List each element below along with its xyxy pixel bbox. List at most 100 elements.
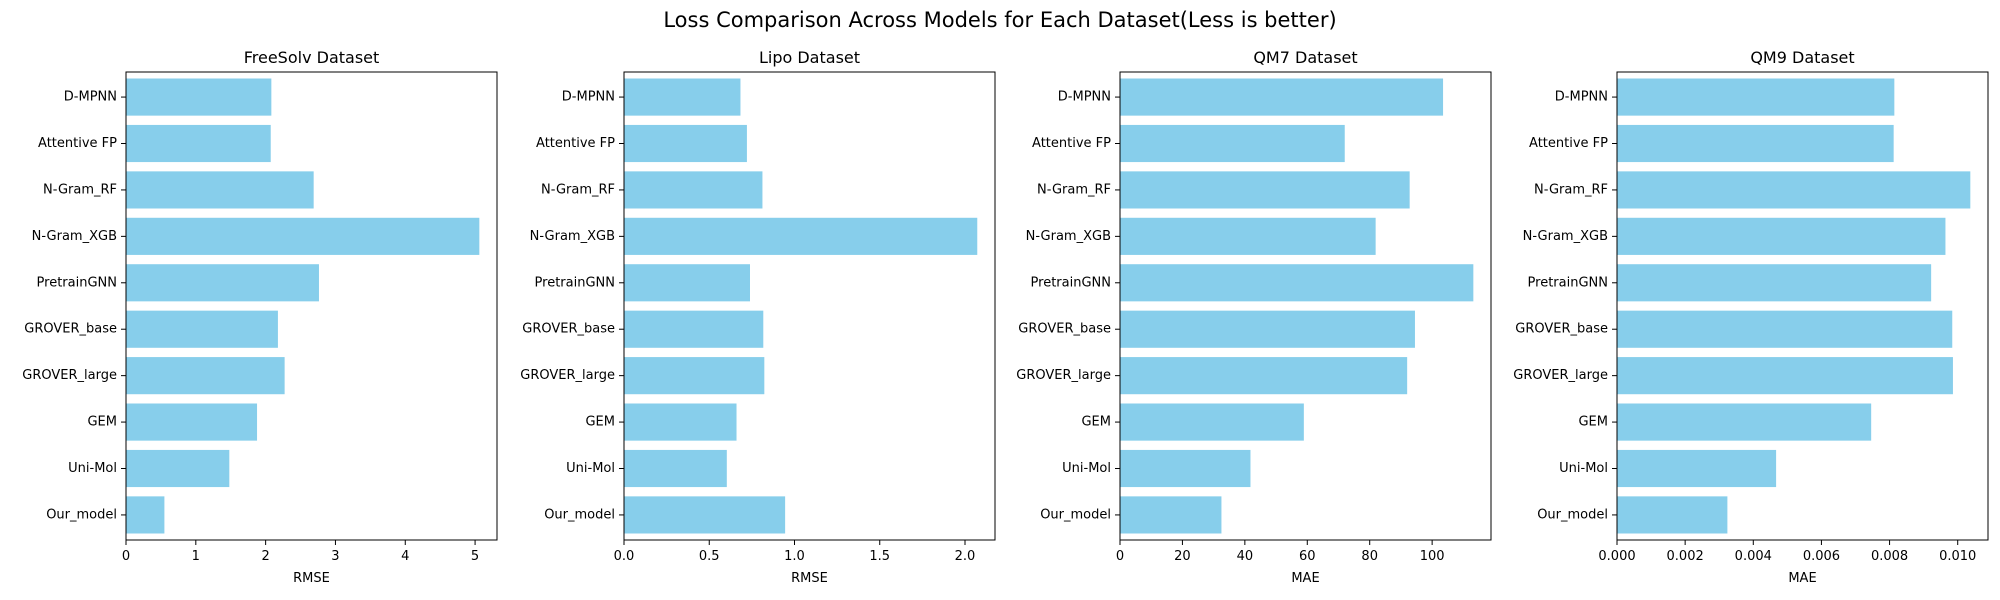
y-tick-label: N-Gram_RF — [541, 182, 615, 197]
y-tick-label: Our_model — [1040, 507, 1111, 522]
bar-n-gram-xgb — [1120, 217, 1376, 255]
bar-d-mpnn — [1617, 78, 1895, 116]
y-tick-label: Our_model — [46, 507, 117, 522]
y-tick-label: N-Gram_XGB — [1026, 229, 1111, 244]
y-tick-label: D-MPNN — [1555, 90, 1608, 105]
x-tick-label: 2.0 — [955, 549, 976, 564]
bar-attentive-fp — [624, 124, 747, 163]
x-tick-label: 60 — [1299, 549, 1316, 564]
chart-panel-2: D-MPNN Attentive FP N-Gram_RF N-Gram_XGB Pre… — [520, 48, 996, 586]
bar-pretraingnn — [1617, 264, 1932, 302]
bar-attentive-fp — [1120, 124, 1345, 163]
bar-gem — [1120, 403, 1304, 441]
bar-d-mpnn — [1120, 78, 1444, 116]
y-tick-label: N-Gram_RF — [1534, 182, 1608, 197]
bar-pretraingnn — [1120, 264, 1474, 302]
x-axis-label: RMSE — [293, 571, 330, 586]
x-tick-label: 0.000 — [1598, 549, 1635, 564]
y-tick-label: GROVER_large — [1016, 368, 1111, 383]
bar-grover-large — [126, 357, 285, 395]
y-tick-label: Attentive FP — [38, 136, 117, 151]
figure-title: Loss Comparison Across Models for Each D… — [663, 8, 1337, 32]
y-tick-label: N-Gram_XGB — [1523, 229, 1608, 244]
chart-panel-1: D-MPNN Attentive FP N-Gram_RF N-Gram_XGB Pre… — [22, 48, 498, 586]
y-tick-label: D-MPNN — [1058, 90, 1111, 105]
bar-uni-mol — [1120, 449, 1251, 488]
bar-attentive-fp — [126, 124, 271, 163]
bar-gem — [1617, 403, 1872, 441]
x-tick-label: 0.5 — [699, 549, 720, 564]
x-axis-label: RMSE — [791, 571, 828, 586]
bar-gem — [624, 403, 737, 441]
chart-title: Lipo Dataset — [759, 48, 860, 67]
y-tick-label: GROVER_base — [24, 322, 117, 337]
bar-our-model — [624, 496, 786, 534]
y-tick-label: Uni-Mol — [1062, 461, 1111, 476]
x-tick-label: 0 — [122, 549, 130, 564]
chart-panel-4: D-MPNN Attentive FP N-Gram_RF N-Gram_XGB Pre… — [1513, 48, 1989, 586]
bar-our-model — [1617, 496, 1728, 534]
bar-pretraingnn — [624, 264, 750, 302]
y-tick-label: GROVER_large — [520, 368, 615, 383]
y-tick-label: PretrainGNN — [1031, 275, 1111, 290]
y-tick-label: GROVER_base — [522, 322, 615, 337]
y-tick-label: Uni-Mol — [1559, 461, 1608, 476]
bar-attentive-fp — [1617, 124, 1894, 163]
x-tick-label: 4 — [401, 549, 409, 564]
bar-our-model — [126, 496, 165, 534]
bar-d-mpnn — [624, 78, 741, 116]
x-tick-label: 20 — [1174, 549, 1191, 564]
plot-frame — [623, 71, 996, 541]
y-tick-label: Attentive FP — [536, 136, 615, 151]
x-tick-label: 0.008 — [1871, 549, 1908, 564]
y-tick-label: GEM — [1081, 415, 1111, 430]
bar-grover-large — [1617, 357, 1953, 395]
y-tick-label: N-Gram_XGB — [530, 229, 615, 244]
plot-frame — [1119, 71, 1492, 541]
bar-grover-base — [1617, 310, 1953, 348]
y-tick-label: GROVER_base — [1018, 322, 1111, 337]
chart-title: QM9 Dataset — [1750, 48, 1854, 67]
y-tick-label: PretrainGNN — [1528, 275, 1608, 290]
x-tick-label: 5 — [471, 549, 479, 564]
chart-title: FreeSolv Dataset — [244, 48, 380, 67]
y-tick-label: N-Gram_RF — [43, 182, 117, 197]
x-tick-label: 2 — [261, 549, 269, 564]
bar-grover-large — [624, 357, 765, 395]
bar-grover-large — [1120, 357, 1408, 395]
plot-frame — [1616, 71, 1989, 541]
bar-gem — [126, 403, 258, 441]
bar-n-gram-rf — [1617, 171, 1971, 209]
x-tick-label: 3 — [331, 549, 339, 564]
x-tick-label: 0.0 — [614, 549, 635, 564]
x-axis-label: MAE — [1291, 571, 1319, 586]
bar-pretraingnn — [126, 264, 319, 302]
x-tick-label: 1.5 — [869, 549, 890, 564]
y-tick-label: N-Gram_XGB — [32, 229, 117, 244]
x-tick-label: 40 — [1237, 549, 1254, 564]
bar-n-gram-xgb — [126, 217, 480, 255]
x-tick-label: 0.006 — [1803, 549, 1840, 564]
x-tick-label: 0.004 — [1735, 549, 1772, 564]
y-tick-label: GEM — [87, 415, 117, 430]
plot-frame — [125, 71, 498, 541]
y-tick-label: Uni-Mol — [68, 461, 117, 476]
x-tick-label: 0.002 — [1667, 549, 1704, 564]
y-tick-label: GEM — [1578, 415, 1608, 430]
y-tick-label: GROVER_base — [1515, 322, 1608, 337]
bar-n-gram-rf — [1120, 171, 1410, 209]
y-tick-label: GROVER_large — [1513, 368, 1608, 383]
bar-n-gram-rf — [624, 171, 763, 209]
y-tick-label: N-Gram_RF — [1037, 182, 1111, 197]
x-tick-label: 0 — [1116, 549, 1124, 564]
bar-uni-mol — [1617, 449, 1777, 488]
y-tick-label: Uni-Mol — [566, 461, 615, 476]
y-tick-label: PretrainGNN — [535, 275, 615, 290]
y-tick-label: Our_model — [1537, 507, 1608, 522]
x-tick-label: 1 — [192, 549, 200, 564]
bar-grover-base — [126, 310, 278, 348]
bar-n-gram-xgb — [624, 217, 978, 255]
x-axis-label: MAE — [1788, 571, 1816, 586]
bar-our-model — [1120, 496, 1222, 534]
